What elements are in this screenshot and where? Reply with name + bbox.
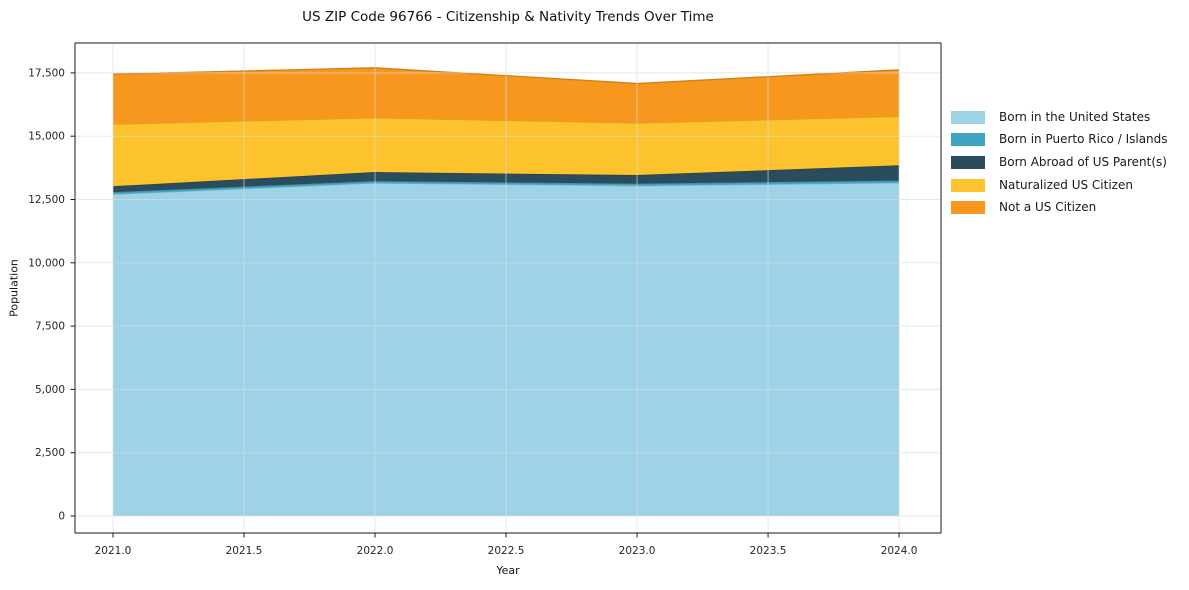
- legend-label: Born Abroad of US Parent(s): [999, 154, 1167, 169]
- legend-item: Not a US Citizen: [951, 196, 1168, 219]
- svg-text:2023.5: 2023.5: [750, 545, 787, 557]
- legend-swatch-puerto-rico: [951, 133, 985, 147]
- legend-item: Born in Puerto Rico / Islands: [951, 129, 1168, 152]
- legend-item: Born Abroad of US Parent(s): [951, 151, 1168, 174]
- svg-text:2021.0: 2021.0: [95, 545, 132, 557]
- legend-item: Naturalized US Citizen: [951, 174, 1168, 197]
- svg-text:5,000: 5,000: [35, 384, 65, 396]
- legend-swatch-naturalized: [951, 178, 985, 192]
- svg-text:2022.5: 2022.5: [488, 545, 525, 557]
- svg-text:0: 0: [58, 511, 65, 523]
- svg-text:2,500: 2,500: [35, 447, 65, 459]
- svg-text:17,500: 17,500: [28, 67, 65, 79]
- svg-text:2023.0: 2023.0: [619, 545, 656, 557]
- legend-swatch-born-us: [951, 110, 985, 124]
- legend-label: Born in Puerto Rico / Islands: [999, 132, 1168, 147]
- legend: Born in the United States Born in Puerto…: [951, 106, 1168, 219]
- legend-swatch-not-citizen: [951, 201, 985, 215]
- legend-label: Naturalized US Citizen: [999, 177, 1133, 192]
- y-axis-label: Population: [7, 259, 21, 317]
- legend-item: Born in the United States: [951, 106, 1168, 129]
- legend-label: Born in the United States: [999, 109, 1151, 124]
- svg-text:2024.0: 2024.0: [881, 545, 918, 557]
- svg-text:10,000: 10,000: [28, 257, 65, 269]
- x-axis-label: Year: [496, 564, 520, 577]
- legend-label: Not a US Citizen: [999, 200, 1097, 215]
- svg-text:7,500: 7,500: [35, 321, 65, 333]
- svg-text:2022.0: 2022.0: [357, 545, 394, 557]
- svg-text:2021.5: 2021.5: [226, 545, 263, 557]
- chart-title: US ZIP Code 96766 - Citizenship & Nativi…: [302, 9, 714, 25]
- svg-text:15,000: 15,000: [28, 131, 65, 143]
- svg-text:12,500: 12,500: [28, 194, 65, 206]
- legend-swatch-born-abroad: [951, 155, 985, 169]
